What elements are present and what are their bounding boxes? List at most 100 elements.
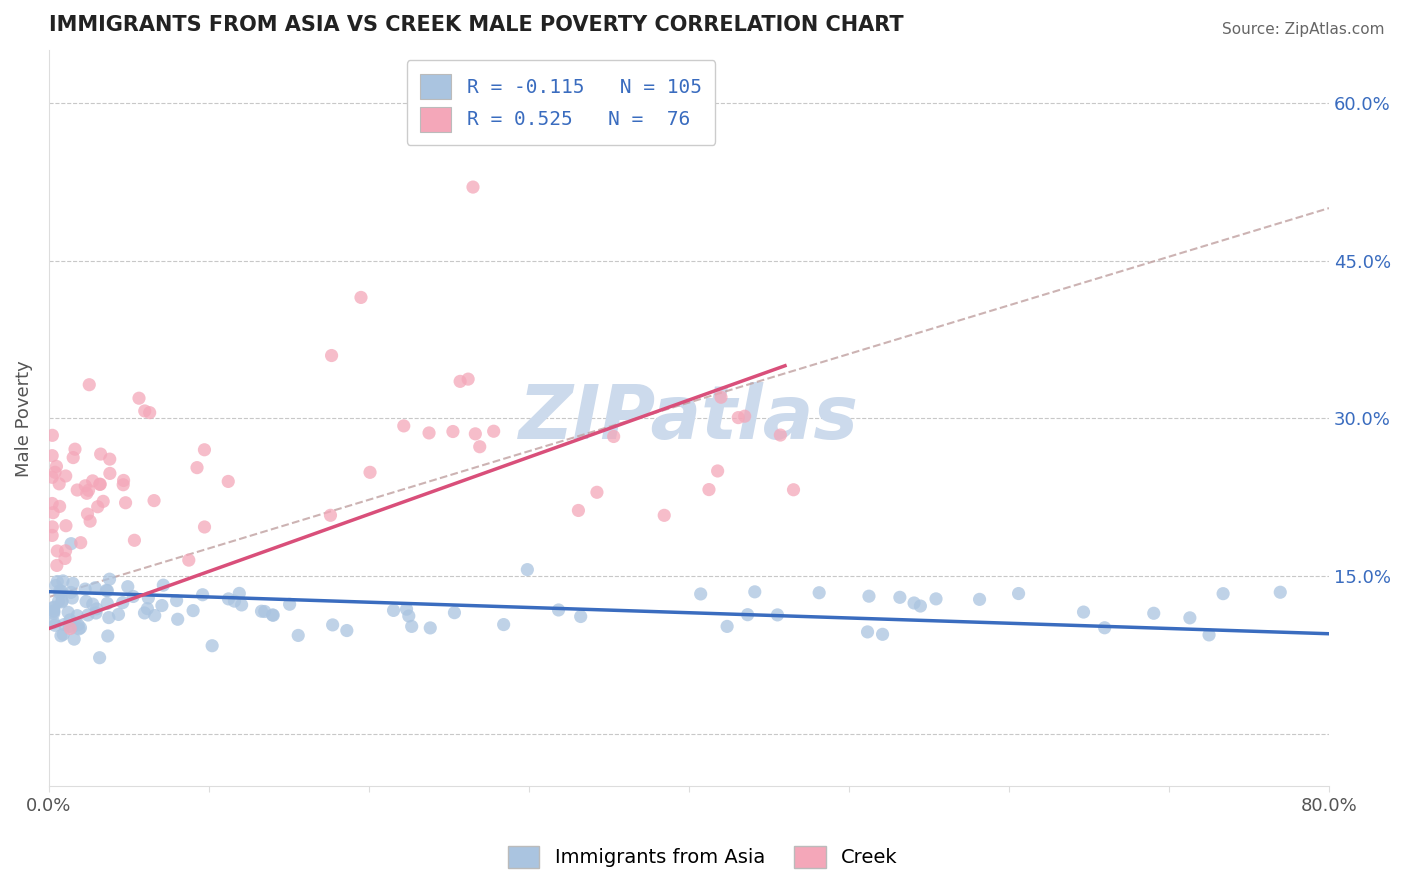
Point: [59, 622, 82, 636]
Point: [547, 603, 569, 617]
Point: [60, 585, 83, 599]
Point: [53, 617, 76, 632]
Point: [96, 596, 118, 610]
Point: [56, 605, 79, 619]
Point: [727, 410, 749, 425]
Point: [98, 467, 121, 481]
Point: [41, 496, 63, 510]
Point: [97, 610, 120, 624]
Point: [90, 447, 112, 461]
Point: [136, 601, 159, 615]
Point: [46, 574, 69, 589]
Point: [55, 543, 77, 558]
Point: [321, 349, 343, 363]
Point: [287, 628, 309, 642]
Point: [359, 466, 381, 480]
Text: ZIPatlas: ZIPatlas: [519, 382, 859, 455]
Point: [124, 533, 146, 548]
Point: [150, 599, 173, 613]
Point: [1007, 586, 1029, 600]
Point: [45, 558, 67, 573]
Point: [567, 503, 589, 517]
Point: [143, 493, 166, 508]
Point: [98, 572, 121, 586]
Point: [76, 486, 98, 500]
Point: [418, 425, 440, 440]
Point: [925, 591, 948, 606]
Point: [66, 608, 89, 623]
Point: [86, 500, 108, 514]
Y-axis label: Male Poverty: Male Poverty: [15, 359, 32, 476]
Point: [716, 619, 738, 633]
Point: [89, 477, 111, 491]
Point: [398, 609, 420, 624]
Point: [86, 602, 108, 616]
Point: [872, 627, 894, 641]
Point: [42, 615, 65, 630]
Point: [48, 594, 70, 608]
Point: [602, 429, 624, 443]
Point: [112, 474, 135, 488]
Point: [75, 582, 97, 596]
Point: [350, 290, 373, 304]
Point: [44, 465, 66, 479]
Point: [67, 618, 90, 632]
Point: [55, 518, 77, 533]
Point: [858, 589, 880, 603]
Point: [84, 581, 107, 595]
Point: [782, 483, 804, 497]
Point: [224, 594, 246, 608]
Point: [262, 607, 284, 622]
Point: [60, 537, 83, 551]
Point: [97, 629, 120, 643]
Point: [44, 618, 66, 632]
Point: [1178, 611, 1201, 625]
Point: [419, 621, 441, 635]
Point: [42, 604, 65, 618]
Point: [1073, 605, 1095, 619]
Point: [492, 617, 515, 632]
Point: [52, 627, 75, 641]
Point: [96, 583, 118, 598]
Point: [82, 597, 104, 611]
Point: [79, 514, 101, 528]
Point: [395, 602, 418, 616]
Point: [76, 507, 98, 521]
Point: [166, 593, 188, 607]
Point: [1094, 621, 1116, 635]
Point: [253, 605, 276, 619]
Point: [193, 520, 215, 534]
Point: [77, 377, 100, 392]
Point: [734, 409, 756, 424]
Point: [41, 449, 63, 463]
Point: [652, 508, 675, 523]
Point: [903, 596, 925, 610]
Point: [63, 632, 86, 647]
Point: [382, 603, 405, 617]
Point: [457, 372, 479, 386]
Point: [59, 613, 82, 627]
Point: [84, 606, 107, 620]
Point: [48, 476, 70, 491]
Point: [45, 578, 67, 592]
Point: [766, 607, 789, 622]
Point: [46, 544, 69, 558]
Point: [48, 500, 70, 514]
Point: [1198, 628, 1220, 642]
Point: [52, 574, 75, 588]
Point: [63, 442, 86, 457]
Point: [969, 592, 991, 607]
Point: [89, 650, 111, 665]
Point: [111, 596, 134, 610]
Point: [231, 598, 253, 612]
Point: [66, 483, 89, 497]
Point: [42, 607, 65, 621]
Point: [443, 606, 465, 620]
Point: [42, 600, 65, 615]
Point: [319, 508, 342, 523]
Point: [856, 624, 879, 639]
Point: [228, 586, 250, 600]
Point: [250, 604, 273, 618]
Point: [464, 426, 486, 441]
Point: [60, 591, 83, 605]
